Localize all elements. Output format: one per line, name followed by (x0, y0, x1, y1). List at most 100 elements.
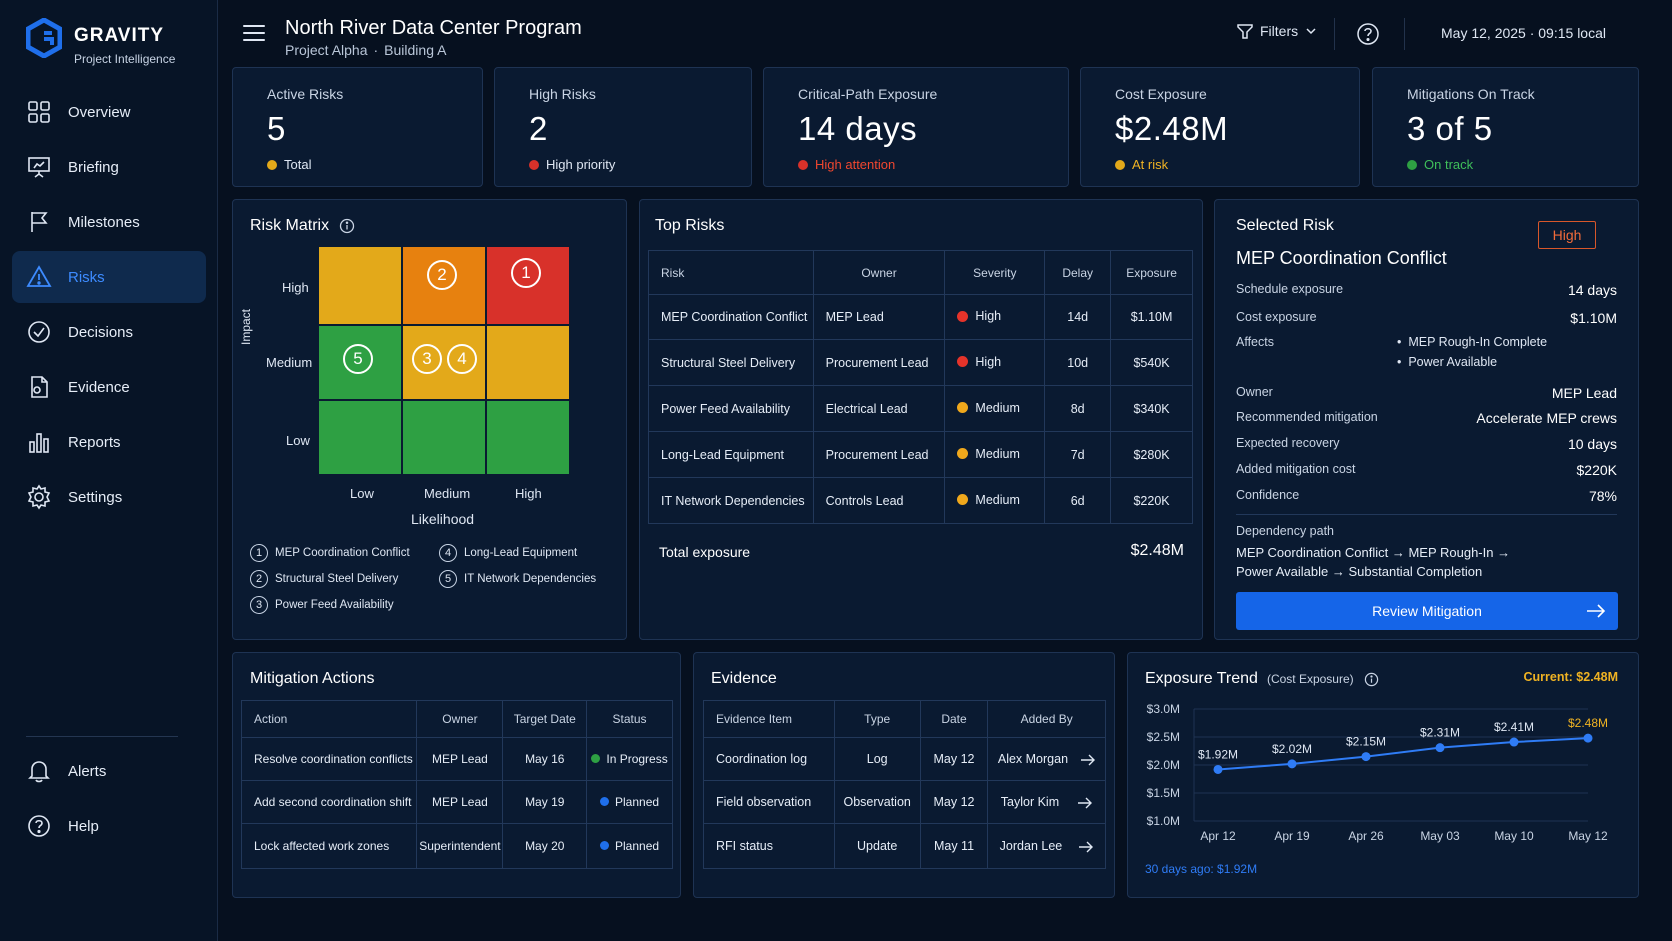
risk-bubble[interactable]: 1 (511, 258, 541, 288)
column-header[interactable]: Added By (987, 700, 1106, 738)
sidebar-item-label: Help (68, 817, 99, 835)
column-header[interactable]: Owner (812, 250, 946, 295)
sidebar-item-decisions[interactable]: Decisions (12, 306, 206, 358)
column-header[interactable]: Status (586, 700, 673, 738)
arrow-right-icon[interactable] (1077, 797, 1093, 809)
matrix-cell[interactable] (487, 401, 569, 474)
risk-bubble[interactable]: 4 (447, 344, 477, 374)
breadcrumb-project[interactable]: Project Alpha (285, 42, 368, 58)
matrix-cell[interactable]: 5 (319, 326, 401, 399)
y-tick-label: $2.0M (1147, 758, 1180, 772)
sidebar-item-milestones[interactable]: Milestones (12, 196, 206, 248)
info-icon[interactable] (1364, 672, 1379, 687)
table-row[interactable]: Power Feed Availability Electrical Lead M… (648, 385, 1193, 432)
column-header[interactable]: Evidence Item (703, 700, 835, 738)
table-row[interactable]: MEP Coordination Conflict MEP Lead High 1… (648, 294, 1193, 340)
matrix-cell[interactable] (319, 247, 401, 324)
breadcrumb-building[interactable]: Building A (384, 42, 447, 58)
arrow-right-icon[interactable] (1078, 841, 1094, 853)
panel-title: Top Risks (655, 217, 725, 234)
sidebar-item-risks[interactable]: Risks (12, 251, 206, 303)
column-header[interactable]: Action (240, 700, 418, 738)
review-mitigation-button[interactable]: Review Mitigation (1236, 592, 1618, 630)
risk-bubble[interactable]: 3 (412, 344, 442, 374)
severity-dot (957, 402, 969, 414)
affects-item: MEP Rough-In Complete (1408, 335, 1548, 349)
status-dot (600, 797, 610, 807)
kpi-value: 5 (267, 110, 286, 147)
table-row[interactable]: Long-Lead Equipment Procurement Lead Medi… (648, 431, 1193, 478)
column-header[interactable]: Type (833, 700, 921, 738)
arrow-right-icon[interactable] (1080, 754, 1096, 766)
detail-row: Owner MEP Lead (1236, 385, 1617, 401)
status-dot (1407, 159, 1417, 170)
column-header[interactable]: Delay (1044, 250, 1112, 295)
kpi-label: Active Risks (267, 86, 344, 102)
panel-title: Mitigation Actions (250, 670, 375, 687)
x-tick-label: May 10 (1494, 829, 1534, 843)
kpi-footnote: At risk (1115, 157, 1168, 172)
risk-bubble[interactable]: 5 (343, 344, 373, 374)
total-exposure-value: $2.48M (1130, 542, 1184, 559)
help-icon[interactable] (1356, 22, 1380, 46)
sidebar-item-reports[interactable]: Reports (12, 416, 206, 468)
kpi-value: 2 (529, 110, 548, 147)
matrix-cell[interactable]: 2 (403, 247, 485, 324)
data-label: $2.02M (1272, 742, 1312, 756)
data-point (1509, 737, 1519, 747)
selected-risk-name: MEP Coordination Conflict (1236, 248, 1447, 268)
detail-row: Expected recovery 10 days (1236, 436, 1617, 452)
sidebar-item-settings[interactable]: Settings (12, 471, 206, 523)
column-header[interactable]: Target Date (502, 700, 588, 738)
info-icon[interactable] (339, 218, 355, 234)
table-row[interactable]: Resolve coordination conflicts MEP Lead … (240, 737, 673, 781)
detail-row: Schedule exposure 14 days (1236, 282, 1617, 298)
header-divider (1404, 18, 1405, 50)
sidebar-item-briefing[interactable]: Briefing (12, 141, 206, 193)
sidebar-item-help[interactable]: Help (12, 800, 206, 852)
sidebar-item-evidence[interactable]: Evidence (12, 361, 206, 413)
legend-item: 3 Power Feed Availability (250, 596, 394, 614)
brand-name: GRAVITY (74, 25, 165, 46)
matrix-cell[interactable] (403, 401, 485, 474)
evidence-panel: Evidence Evidence Item Type Date Added B… (693, 652, 1115, 898)
kpi-card-active-risks: Active Risks 5 Total (232, 67, 483, 187)
table-row[interactable]: Lock affected work zones Superintendent … (240, 823, 673, 869)
column-header[interactable]: Risk (648, 250, 814, 295)
matrix-cell[interactable]: 1 (487, 247, 569, 324)
hamburger-menu-button[interactable] (243, 25, 265, 43)
kpi-footnote: Total (267, 157, 311, 172)
filter-icon (1237, 24, 1253, 39)
table-row[interactable]: IT Network Dependencies Controls Lead Med… (648, 477, 1193, 524)
legend-item: 1 MEP Coordination Conflict (250, 544, 410, 562)
risk-matrix-panel: Risk Matrix Impact High Medium Low 2 1 5… (232, 199, 627, 640)
total-exposure-label: Total exposure (659, 544, 751, 560)
table-row[interactable]: Coordination log Log May 12 Alex Morgan (703, 737, 1106, 781)
table-row[interactable]: Field observation Observation May 12 Taylo… (703, 780, 1106, 824)
table-row[interactable]: Structural Steel Delivery Procurement Lea… (648, 339, 1193, 386)
kpi-card-high-risks: High Risks 2 High priority (494, 67, 752, 187)
column-header[interactable]: Date (919, 700, 989, 738)
column-header[interactable]: Owner (416, 700, 504, 738)
page-title: North River Data Center Program (285, 17, 582, 39)
matrix-cell[interactable] (487, 326, 569, 399)
y-tick-label: $3.0M (1147, 702, 1180, 716)
table-row[interactable]: RFI status Update May 11 Jordan Lee (703, 823, 1106, 869)
filters-button[interactable]: Filters (1236, 22, 1324, 40)
evidence-table: Evidence Item Type Date Added By Coordin… (703, 700, 1106, 869)
brand: GRAVITY Project Intelligence (26, 18, 175, 66)
sidebar-item-overview[interactable]: Overview (12, 86, 206, 138)
sidebar-item-alerts[interactable]: Alerts (12, 745, 206, 797)
severity-dot (957, 356, 969, 368)
table-row[interactable]: Add second coordination shift MEP Lead M… (240, 780, 673, 824)
matrix-cell[interactable] (319, 401, 401, 474)
risk-bubble[interactable]: 2 (427, 260, 457, 290)
matrix-cell[interactable]: 3 4 (403, 326, 485, 399)
y-tick-low: Low (286, 433, 310, 448)
data-label: $2.31M (1420, 726, 1460, 740)
column-header[interactable]: Severity (944, 250, 1046, 295)
kpi-footnote: High attention (798, 157, 895, 172)
detail-row: Recommended mitigation Accelerate MEP cre… (1236, 410, 1617, 426)
column-header[interactable]: Exposure (1110, 250, 1193, 295)
sidebar-bottom-nav: Alerts Help (12, 745, 206, 855)
